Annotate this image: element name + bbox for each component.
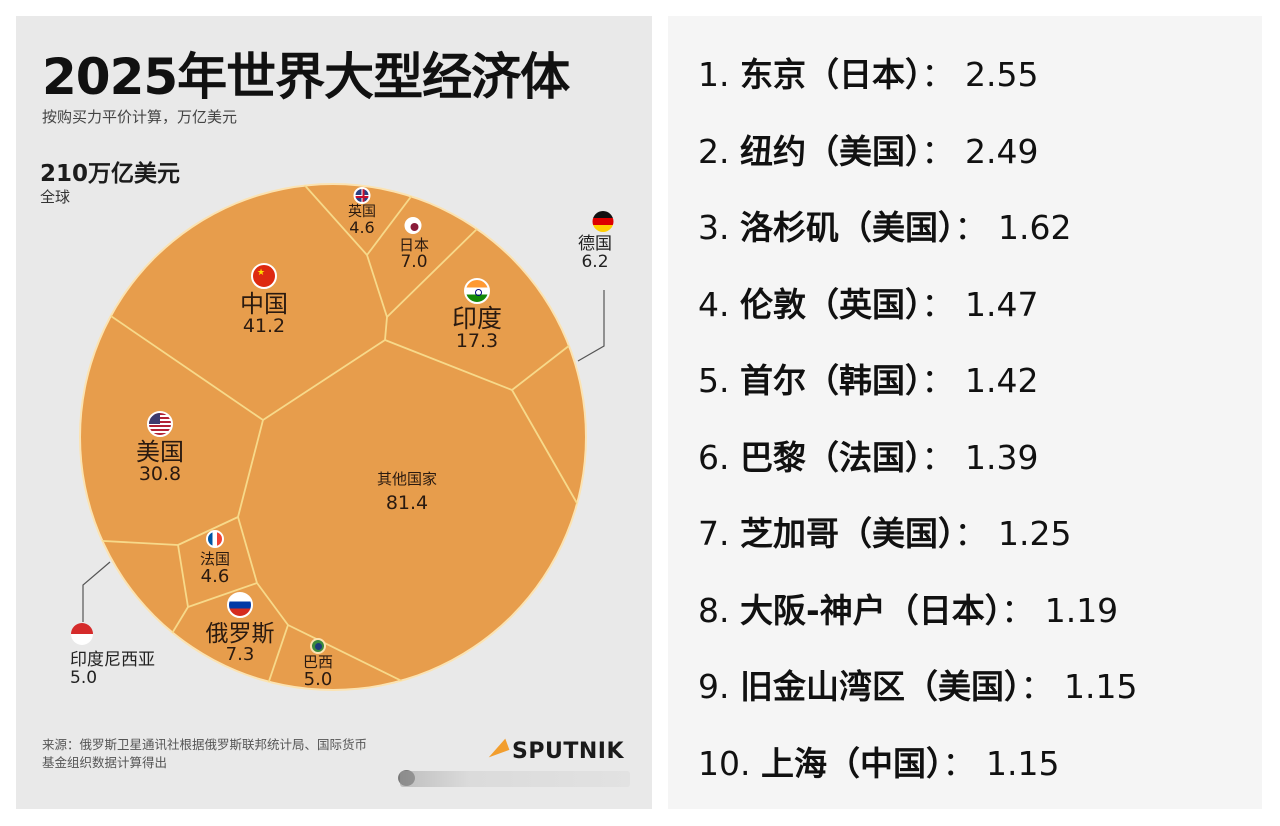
indonesia-leader-line xyxy=(82,561,111,622)
ranking-item: 6. 巴黎（法国）： 1.39 xyxy=(698,437,1039,477)
ranking-item: 2. 纽约（美国）： 2.49 xyxy=(698,131,1039,171)
ranking-item: 7. 芝加哥（美国）： 1.25 xyxy=(698,514,1072,553)
watermark-bar xyxy=(400,771,630,787)
cell-label-germany: 德国 6.2 xyxy=(578,234,612,272)
brazil-flag-icon xyxy=(310,638,326,654)
usa-flag-icon xyxy=(147,411,173,437)
ranking-item: 8. 大阪-神户（日本）： 1.19 xyxy=(698,590,1119,630)
china-flag-icon: ★ xyxy=(251,263,277,289)
cell-label-india: 印度 17.3 xyxy=(451,304,503,353)
russia-flag-icon xyxy=(227,592,253,618)
cell-label-indonesia: 印度尼西亚 5.0 xyxy=(70,650,155,688)
cell-label-uk: 英国 4.6 xyxy=(348,204,376,237)
japan-flag-icon xyxy=(404,217,422,234)
ranking-item: 5. 首尔（韩国）： 1.42 xyxy=(698,361,1039,400)
ranking-item: 3. 洛杉矶（美国）： 1.62 xyxy=(698,208,1072,247)
cell-label-china: 中国 41.2 xyxy=(240,290,288,338)
cell-label-japan: 日本 7.0 xyxy=(398,236,430,272)
germany-leader-line xyxy=(577,290,605,362)
cell-label-brazil: 巴西 5.0 xyxy=(302,653,334,690)
cell-label-russia: 俄罗斯 7.3 xyxy=(205,621,275,666)
cell-label-others: 其他国家 81.4 xyxy=(376,470,438,514)
global-total-value: 210万亿美元 xyxy=(40,161,181,187)
chart-circle xyxy=(81,185,585,689)
ranking-item: 4. 伦敦（英国）： 1.47 xyxy=(698,284,1039,324)
india-flag-icon xyxy=(464,278,490,304)
indonesia-flag-icon xyxy=(71,623,93,645)
source-note: 来源：俄罗斯卫星通讯社根据俄罗斯联邦统计局、国际货币基金组织数据计算得出 xyxy=(42,737,368,771)
france-flag-icon xyxy=(206,530,224,548)
infographic-subtitle: 按购买力平价计算，万亿美元 xyxy=(42,108,238,126)
ranking-panel xyxy=(668,16,1262,809)
sputnik-brand: SPUTNIK xyxy=(512,739,624,764)
global-total-label: 全球 xyxy=(40,188,71,206)
cell-label-france: 法国 4.6 xyxy=(199,550,231,587)
germany-flag-icon xyxy=(592,211,614,232)
ranking-item: 9. 旧金山湾区（美国）： 1.15 xyxy=(698,667,1138,706)
city-ranking-list: 1. 东京（日本）： 2.55 2. 纽约（美国）： 2.49 3. 洛杉矶（美… xyxy=(698,52,1137,817)
ranking-item: 1. 东京（日本）： 2.55 xyxy=(698,55,1039,94)
infographic-title: 2025年世界大型经济体 xyxy=(42,48,570,106)
ranking-item: 10. 上海（中国）： 1.15 xyxy=(698,743,1060,783)
uk-flag-icon xyxy=(353,187,371,204)
cell-label-usa: 美国 30.8 xyxy=(136,438,184,486)
